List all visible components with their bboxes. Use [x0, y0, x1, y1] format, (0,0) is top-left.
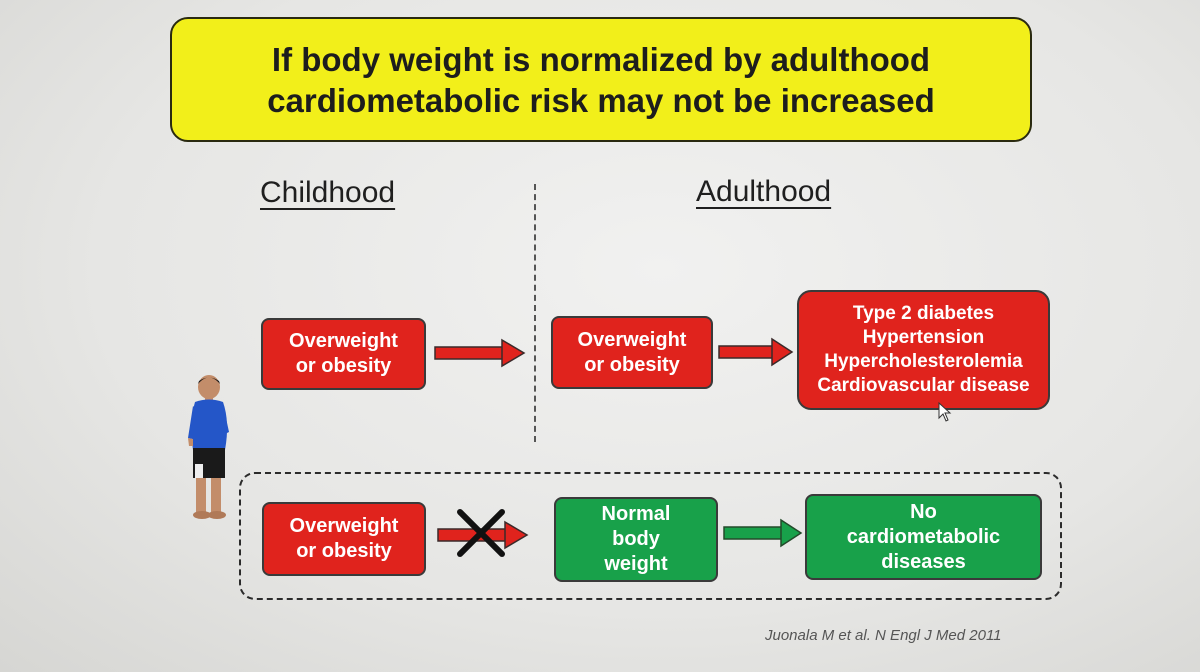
normalized-weight-frame — [239, 472, 1062, 600]
row2-child-box: Overweight or obesity — [262, 502, 426, 576]
title-text: If body weight is normalized by adulthoo… — [267, 40, 935, 119]
child-figure-icon — [188, 375, 229, 519]
cross-mark-icon — [457, 509, 505, 557]
heading-childhood: Childhood — [260, 176, 396, 209]
arrow-right-icon — [718, 337, 794, 367]
row1-child-box: Overweight or obesity — [261, 318, 426, 390]
arrow-right-icon — [434, 338, 526, 368]
period-divider — [534, 184, 536, 442]
arrow-right-icon — [723, 518, 803, 548]
row2-outcome-box: No cardiometabolic diseases — [805, 494, 1042, 580]
row1-adult-box: Overweight or obesity — [551, 316, 713, 389]
citation: Juonala M et al. N Engl J Med 2011 — [765, 627, 1002, 644]
title-banner: If body weight is normalized by adulthoo… — [170, 17, 1032, 142]
heading-adulthood: Adulthood — [696, 175, 832, 208]
row1-outcome-box: Type 2 diabetes Hypertension Hypercholes… — [797, 290, 1050, 410]
mouse-cursor-icon — [938, 401, 952, 422]
row2-adult-box: Normal body weight — [554, 497, 718, 582]
